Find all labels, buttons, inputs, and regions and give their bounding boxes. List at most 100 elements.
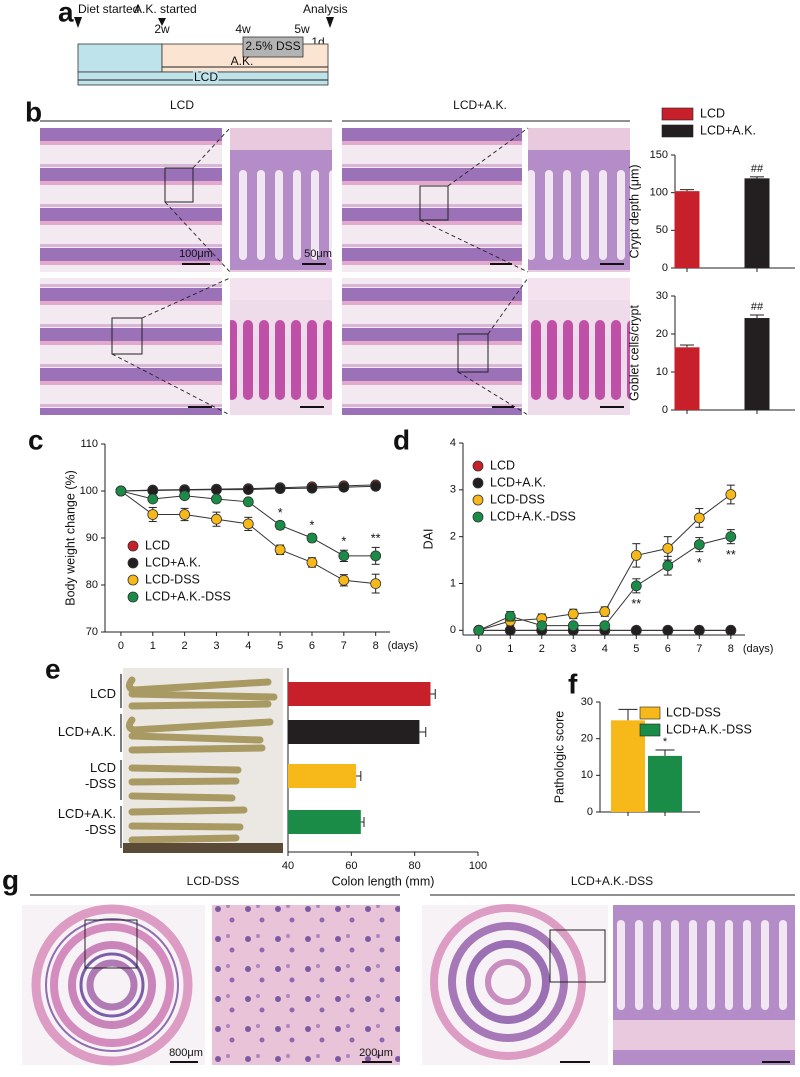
legend-swatch (661, 107, 694, 121)
timeline-label: 4w (235, 22, 251, 36)
decoration (141, 277, 231, 319)
bar (744, 318, 770, 410)
decoration (447, 127, 529, 187)
legend-label: LCD+A.K.-DSS (145, 589, 231, 603)
data-point (725, 624, 737, 636)
legend-label: LCD+A.K. (490, 475, 546, 489)
data-point (599, 606, 611, 617)
data-point (242, 496, 254, 508)
decoration (419, 185, 449, 221)
significance-label: * (278, 506, 283, 520)
y-tick-label: 2 (450, 531, 456, 543)
data-point (211, 484, 222, 495)
significance-label: * (341, 535, 346, 549)
panel-g: g LCD-DSS LCD+A.K.-DSS 800μm 200μm (2, 864, 795, 1066)
data-point (567, 608, 579, 620)
decoration (68, 941, 156, 1029)
y-tick-label: 0 (450, 624, 456, 636)
legend-label: LCD+A.K. (700, 123, 756, 137)
timeline-label: 2w (154, 22, 170, 36)
x-tick-label: 80 (409, 860, 421, 872)
scale-bar-label: 800μm (169, 1047, 203, 1059)
timeline-period (77, 71, 329, 86)
decoration (50, 923, 174, 1047)
significance-label: ** (371, 532, 381, 546)
histology-zoom (212, 905, 400, 1065)
significance-label: * (246, 484, 251, 498)
y-tick-label: 0 (662, 404, 668, 416)
data-point (504, 624, 516, 636)
decoration (45, 918, 179, 1052)
group-label: LCD-DSS (187, 874, 240, 888)
data-point (338, 481, 350, 493)
bar (288, 810, 361, 834)
legend-label: LCD-DSS (145, 572, 200, 586)
data-point (725, 489, 737, 500)
bar (611, 720, 645, 812)
x-tick-label: 8 (373, 640, 379, 652)
y-tick-label: 50 (656, 224, 668, 236)
x-tick-label: 6 (309, 640, 315, 652)
panel-label: b (25, 96, 42, 127)
x-tick-label: 2 (182, 640, 188, 652)
timeline-label: A.K. (231, 54, 254, 68)
x-tick-label: 7 (341, 640, 347, 652)
y-tick-label: 30 (581, 696, 593, 708)
timeline-label: 5w (294, 22, 310, 36)
data-point (242, 484, 254, 495)
y-tick-label: 0 (662, 262, 668, 274)
decoration (125, 676, 272, 694)
colon-specimen (125, 676, 278, 844)
legend-label: LCD-DSS (490, 492, 545, 506)
ruler (123, 843, 283, 853)
category-label: LCD+A.K. -DSS (57, 806, 116, 837)
histology-image (342, 278, 522, 415)
data-point (211, 493, 222, 505)
y-tick-label: 10 (656, 366, 668, 378)
bar (288, 682, 431, 706)
decoration (549, 929, 606, 983)
significance-label: * (310, 519, 315, 533)
histology-zoom (613, 905, 795, 1065)
data-point (274, 483, 286, 495)
y-axis-label: Body weight change (%) (63, 470, 77, 606)
y-tick-label: 80 (86, 579, 98, 591)
significance-label: * (697, 556, 702, 570)
data-point (693, 539, 705, 551)
bar (674, 191, 700, 268)
legend-marker (127, 574, 139, 586)
data-point (370, 550, 382, 562)
legend-marker (472, 477, 484, 489)
y-tick-label: 30 (656, 290, 668, 302)
bar (648, 755, 682, 812)
x-tick-label: 4 (245, 640, 251, 652)
significance-label: ## (751, 163, 764, 175)
decoration (457, 333, 489, 373)
data-point (630, 549, 642, 561)
y-tick-label: 1 (450, 577, 456, 589)
histology-image (342, 128, 522, 272)
decoration (31, 904, 193, 1066)
x-tick-label: 4 (602, 643, 608, 655)
data-point (115, 485, 127, 497)
y-tick-label: 10 (581, 769, 593, 781)
histology-zoom (528, 278, 630, 415)
x-tick-label: 5 (633, 643, 639, 655)
y-tick-label: 90 (86, 532, 98, 544)
group-label: LCD+A.K. (453, 98, 507, 112)
histology-zoom (230, 278, 332, 415)
decoration (466, 940, 550, 1024)
scale-bar-label: 50μm (304, 248, 332, 260)
decoration (125, 716, 274, 734)
x-tick-label: 1 (150, 640, 156, 652)
timeline-period (77, 43, 163, 73)
x-tick-label: 40 (282, 860, 294, 872)
data-point (338, 574, 350, 586)
group-label: LCD+A.K.-DSS (571, 874, 653, 888)
decoration (164, 167, 194, 203)
x-tick-label: 2 (539, 643, 545, 655)
panel-label: a (58, 0, 74, 27)
legend-swatch (661, 124, 694, 138)
